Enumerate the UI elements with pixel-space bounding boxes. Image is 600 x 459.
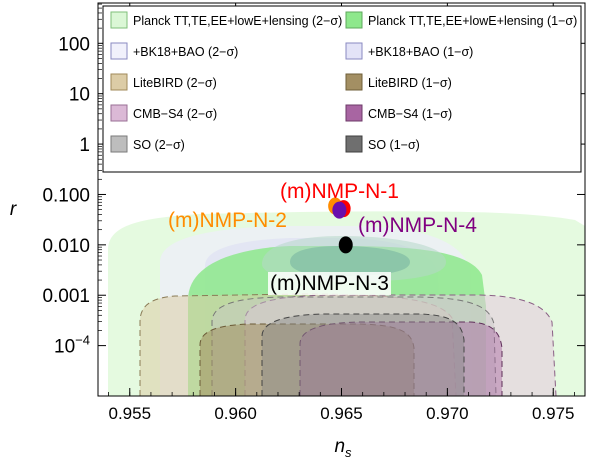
model-points bbox=[328, 197, 353, 254]
label-halo bbox=[268, 272, 391, 295]
legend-swatch bbox=[345, 104, 363, 122]
legend-item-label: SO (1−σ) bbox=[368, 138, 420, 152]
x-tick-label: 0.970 bbox=[426, 404, 469, 423]
legend-item-label: +BK18+BAO (1−σ) bbox=[368, 45, 473, 59]
y-tick-label: 0.001 bbox=[42, 286, 90, 307]
y-tick-label: 10 bbox=[69, 85, 90, 106]
y-tick-label: 0.010 bbox=[42, 236, 90, 257]
x-tick-label: 0.960 bbox=[214, 404, 257, 423]
legend-swatch bbox=[110, 135, 128, 153]
y-axis-label: r bbox=[10, 199, 17, 220]
legend-swatch bbox=[110, 104, 128, 122]
y-tick-label: 10−4 bbox=[54, 333, 90, 358]
label-mnmp-n-1: (m)NMP-N-1 bbox=[280, 180, 399, 203]
y-tick-label: 1 bbox=[79, 135, 90, 156]
legend-item-label: LiteBIRD (2−σ) bbox=[133, 76, 217, 90]
legend-swatch bbox=[345, 11, 363, 29]
legend-item-label: +BK18+BAO (2−σ) bbox=[133, 45, 238, 59]
legend-item-label: CMB−S4 (2−σ) bbox=[133, 107, 217, 121]
legend-swatch bbox=[110, 73, 128, 91]
cmbs4-1sigma-region bbox=[299, 321, 503, 396]
y-tick-label: 0.100 bbox=[42, 185, 90, 206]
x-tick-label: 0.955 bbox=[108, 404, 151, 423]
x-tick-label: 0.975 bbox=[532, 404, 575, 423]
litebird-1sigma-region bbox=[199, 323, 415, 396]
legend-item-label: SO (2−σ) bbox=[133, 138, 185, 152]
x-axis-ticks: 0.955 0.960 0.965 0.970 0.975 bbox=[108, 3, 575, 423]
y-axis-ticks: 100 10 1 0.100 0.010 0.001 10−4 bbox=[42, 3, 585, 358]
legend-swatch bbox=[345, 135, 363, 153]
model-point-labels: (m)NMP-N-1 (m)NMP-N-2 (m)NMP-N-3 (m)NMP-… bbox=[168, 180, 477, 295]
contour-regions bbox=[108, 211, 585, 396]
legend-swatch bbox=[345, 73, 363, 91]
legend-item-label: LiteBIRD (1−σ) bbox=[368, 76, 452, 90]
point-mnmp-n-4 bbox=[332, 201, 347, 219]
y-tick-label: 100 bbox=[58, 34, 90, 55]
legend-item-label: Planck TT,TE,EE+lowE+lensing (2−σ) bbox=[133, 14, 342, 28]
so-1sigma-region bbox=[290, 246, 410, 276]
legend-swatch bbox=[345, 42, 363, 60]
label-mnmp-n-2: (m)NMP-N-2 bbox=[168, 209, 287, 232]
x-axis-label: ns bbox=[334, 436, 352, 459]
label-mnmp-n-3: (m)NMP-N-3 bbox=[270, 272, 389, 295]
legend-box bbox=[102, 5, 582, 173]
label-mnmp-n-4: (m)NMP-N-4 bbox=[358, 214, 477, 237]
x-tick-label: 0.965 bbox=[320, 404, 363, 423]
legend-swatch bbox=[110, 11, 128, 29]
legend-item-label: Planck TT,TE,EE+lowE+lensing (1−σ) bbox=[368, 14, 577, 28]
legend-swatch bbox=[110, 42, 128, 60]
legend-item-label: CMB−S4 (1−σ) bbox=[368, 107, 452, 121]
point-mnmp-n-3 bbox=[338, 236, 353, 254]
legend: Planck TT,TE,EE+lowE+lensing (2−σ) Planck… bbox=[110, 11, 577, 153]
so-lower-1sigma-region bbox=[261, 313, 465, 396]
